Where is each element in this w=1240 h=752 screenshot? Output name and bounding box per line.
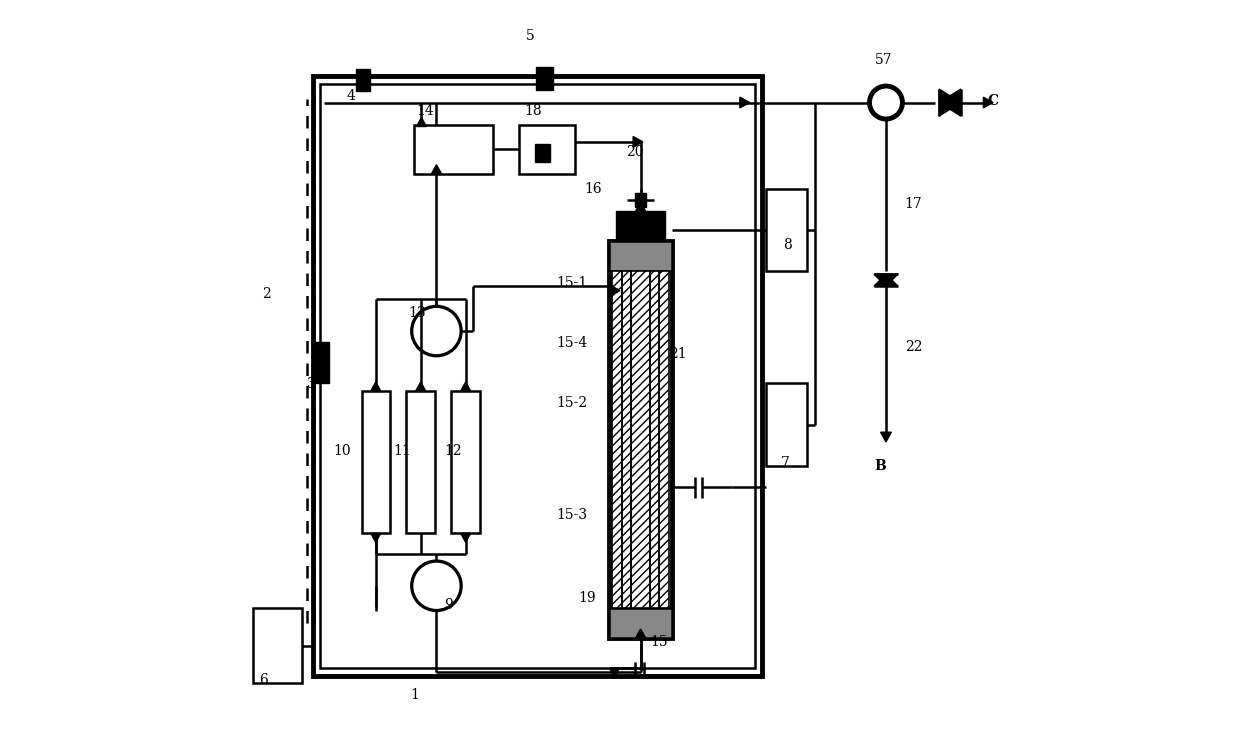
Circle shape — [412, 561, 461, 611]
Text: 15-1: 15-1 — [557, 276, 588, 290]
Text: 5: 5 — [526, 29, 536, 43]
Bar — [609, 241, 672, 271]
Text: 22: 22 — [905, 339, 923, 353]
Polygon shape — [740, 97, 750, 108]
Text: 20: 20 — [626, 144, 644, 159]
Bar — [609, 241, 672, 638]
Bar — [407, 391, 435, 533]
Text: 3: 3 — [306, 377, 315, 391]
Bar — [253, 608, 301, 683]
Text: 12: 12 — [444, 444, 461, 459]
Polygon shape — [983, 97, 993, 108]
Circle shape — [869, 86, 903, 119]
Bar — [414, 125, 492, 174]
Text: 15-4: 15-4 — [557, 336, 588, 350]
Text: 10: 10 — [334, 444, 351, 459]
Polygon shape — [939, 89, 961, 116]
Polygon shape — [432, 165, 441, 174]
Circle shape — [412, 306, 461, 356]
Text: 6: 6 — [259, 673, 268, 687]
Bar — [362, 391, 391, 533]
Text: 15: 15 — [650, 635, 667, 650]
Polygon shape — [609, 669, 619, 678]
Bar — [616, 211, 665, 241]
Text: 7: 7 — [781, 456, 790, 470]
Text: 17: 17 — [905, 197, 923, 211]
Bar — [536, 144, 551, 162]
Polygon shape — [880, 432, 892, 442]
Polygon shape — [939, 89, 961, 116]
Text: 16: 16 — [584, 182, 601, 196]
Polygon shape — [371, 382, 381, 391]
Bar — [320, 83, 755, 669]
Polygon shape — [371, 533, 381, 542]
Text: 15-3: 15-3 — [557, 508, 588, 522]
Text: 2: 2 — [262, 287, 270, 301]
Bar — [451, 391, 480, 533]
Text: 15-2: 15-2 — [557, 396, 588, 410]
Bar — [356, 69, 370, 91]
Bar — [312, 76, 763, 676]
Text: B: B — [874, 459, 887, 474]
Bar — [609, 608, 672, 638]
Bar — [635, 193, 646, 207]
Polygon shape — [461, 533, 471, 542]
Polygon shape — [636, 629, 646, 638]
Polygon shape — [611, 286, 620, 296]
Text: 11: 11 — [394, 444, 412, 459]
Text: 4: 4 — [346, 89, 356, 102]
Polygon shape — [636, 629, 646, 638]
Polygon shape — [461, 382, 471, 391]
Polygon shape — [634, 137, 642, 147]
Polygon shape — [417, 117, 427, 126]
Polygon shape — [415, 382, 425, 391]
Bar — [518, 125, 575, 174]
Bar — [766, 384, 807, 466]
Text: 1: 1 — [410, 688, 419, 702]
Text: 19: 19 — [579, 590, 596, 605]
Polygon shape — [636, 202, 646, 211]
Text: 8: 8 — [784, 238, 792, 253]
Text: 57: 57 — [874, 53, 893, 68]
Text: C: C — [987, 94, 998, 108]
Polygon shape — [874, 274, 898, 286]
Bar — [611, 271, 670, 608]
Text: 18: 18 — [525, 104, 542, 117]
Bar — [314, 342, 330, 384]
Text: 21: 21 — [668, 347, 686, 361]
Text: 13: 13 — [409, 306, 427, 320]
Text: 14: 14 — [417, 104, 434, 117]
Text: 9: 9 — [444, 598, 453, 612]
Polygon shape — [874, 274, 898, 286]
Bar — [536, 68, 553, 89]
Bar — [766, 189, 807, 271]
